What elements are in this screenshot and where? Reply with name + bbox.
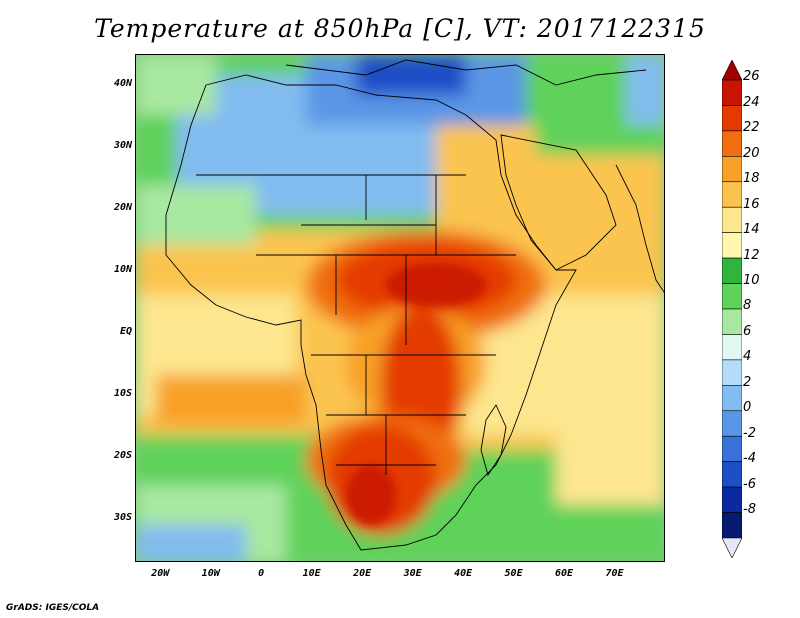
colorbar-level-label: 8 — [743, 298, 752, 314]
india-coastline — [615, 164, 664, 293]
country-borders — [196, 174, 516, 475]
lon-tick-label: 50E — [504, 568, 523, 579]
colorbar-level-label: 6 — [743, 323, 752, 339]
field-botswana-max — [346, 465, 396, 525]
lat-tick-label: EQ — [119, 325, 132, 337]
colorbar-level-label: 18 — [743, 171, 760, 187]
colorbar-swatch — [722, 486, 742, 513]
field-balkans-cold — [356, 55, 466, 95]
lon-tick-label: 40E — [454, 568, 473, 579]
colorbar-over-arrow — [722, 60, 742, 81]
map-canvas — [136, 55, 664, 561]
colorbar-swatch — [722, 79, 742, 106]
colorbar-swatch — [722, 130, 742, 157]
lon-tick-label: 10E — [302, 568, 321, 579]
colorbar-swatch — [722, 435, 742, 462]
lon-tick-label: 0 — [258, 568, 265, 579]
colorbar-swatch — [722, 512, 742, 539]
madagascar-coastline — [480, 404, 507, 477]
field-far-south-cold — [136, 525, 246, 561]
colorbar-level-label: 4 — [743, 349, 752, 365]
colorbar-swatch — [722, 308, 742, 335]
lat-tick-label: 10N — [113, 263, 132, 275]
coastlines — [165, 59, 664, 551]
colorbar — [722, 60, 742, 558]
field-south-indian — [436, 495, 664, 561]
colorbar-swatch — [722, 156, 742, 183]
colorbar-swatch — [722, 283, 742, 310]
field-south-indian-warm — [556, 435, 664, 505]
temperature-map — [135, 54, 665, 562]
colorbar-swatch — [722, 206, 742, 233]
colorbar-swatch — [722, 359, 742, 386]
lat-tick-label: 40N — [113, 77, 132, 89]
colorbar-level-label: 12 — [743, 247, 760, 263]
colorbar-level-label: -2 — [743, 425, 756, 441]
field-west-sahara — [136, 185, 256, 245]
colorbar-level-label: 10 — [743, 273, 760, 288]
field-south-atlantic-warm — [156, 375, 306, 425]
lon-tick-label: 30E — [403, 568, 422, 579]
colorbar-level-label: 16 — [743, 196, 760, 212]
colorbar-swatch — [722, 105, 742, 132]
lon-tick-label: 70E — [605, 568, 624, 579]
colorbar-swatch — [722, 232, 742, 259]
africa-coastline — [165, 74, 577, 551]
europe-coastline — [285, 59, 647, 86]
colorbar-swatch — [722, 334, 742, 361]
arabia-coastline — [500, 134, 617, 271]
lat-tick-label: 20N — [113, 201, 132, 213]
field-central-asia — [626, 55, 664, 125]
lon-tick-label: 60E — [555, 568, 574, 579]
colorbar-level-label: 20 — [743, 145, 760, 161]
colorbar-level-label: 14 — [743, 222, 760, 238]
colorbar-swatch — [722, 461, 742, 488]
lon-tick-label: 20E — [353, 568, 372, 579]
colorbar-swatch — [722, 385, 742, 412]
colorbar-level-label: 2 — [743, 374, 752, 390]
colorbar-swatch — [722, 257, 742, 284]
colorbar-level-label: -8 — [743, 502, 756, 517]
field-sudan-max — [386, 263, 486, 307]
lat-tick-label: 20S — [113, 449, 132, 461]
lon-tick-label: 20W — [151, 568, 170, 579]
grads-credit: GrADS: IGES/COLA — [6, 603, 100, 613]
colorbar-level-label: 24 — [743, 94, 760, 110]
lat-tick-label: 10S — [113, 387, 132, 399]
colorbar-level-label: 0 — [743, 400, 752, 416]
field-nw-atlantic — [136, 55, 216, 115]
colorbar-level-label: -4 — [743, 451, 756, 467]
colorbar-level-label: 26 — [743, 69, 760, 85]
colorbar-level-label: 22 — [743, 120, 760, 136]
colorbar-under-arrow — [722, 537, 742, 558]
colorbar-level-label: -6 — [743, 476, 756, 492]
lon-tick-label: 10W — [201, 568, 220, 579]
lat-tick-label: 30N — [113, 139, 132, 151]
lat-tick-label: 30S — [113, 511, 132, 523]
colorbar-swatch — [722, 181, 742, 208]
colorbar-swatch — [722, 410, 742, 437]
chart-title: Temperature at 850hPa [C], VT: 201712231… — [94, 14, 706, 43]
